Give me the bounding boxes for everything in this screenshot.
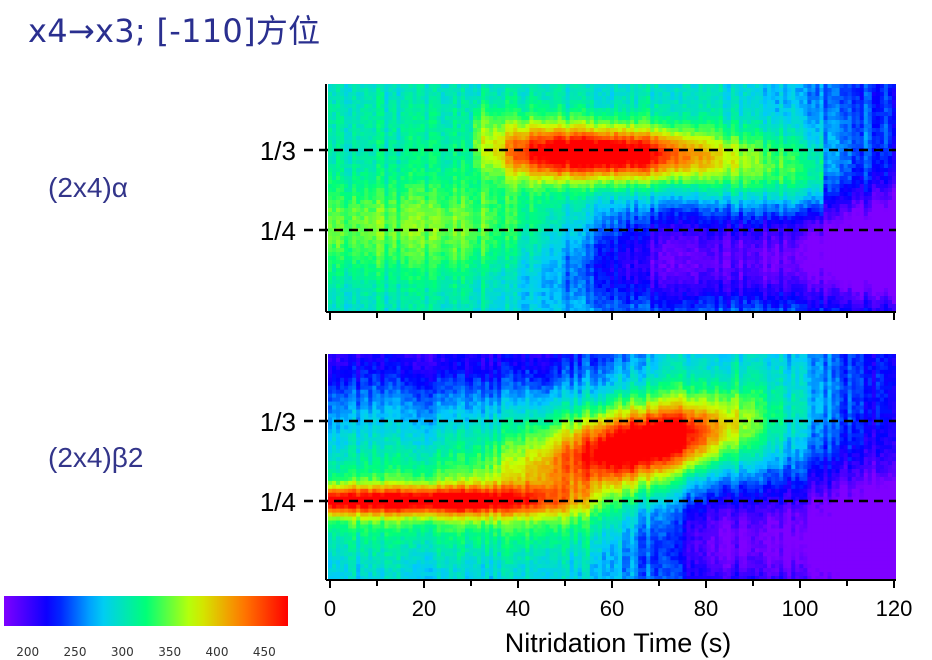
- colorbar: [4, 596, 288, 626]
- colorbar-tick-label: 200: [16, 645, 40, 659]
- x-tick-label: 120: [876, 596, 913, 621]
- colorbar-tick-label: 300: [110, 645, 134, 659]
- panel-label-beta2: (2x4)β2: [48, 442, 144, 473]
- row-label-one-quarter: 1/4: [260, 487, 296, 517]
- heatmap-panel-alpha: [328, 84, 896, 312]
- row-label-one-quarter: 1/4: [260, 216, 296, 246]
- x-tick-label: 20: [412, 596, 436, 621]
- colorbar-tick-label: 250: [63, 645, 87, 659]
- colorbar-tick-label: 450: [252, 645, 276, 659]
- x-tick-label: 40: [506, 596, 530, 621]
- x-tick-label: 60: [600, 596, 624, 621]
- slide-title: x4→x3; [-110]方位: [28, 12, 321, 50]
- colorbar-tick-label: 400: [205, 645, 229, 659]
- x-axis-label: Nitridation Time (s): [505, 628, 732, 658]
- x-tick-label: 0: [324, 596, 336, 621]
- heatmap-panel-beta2: [328, 354, 896, 580]
- colorbar-gradient: [4, 596, 288, 626]
- panel-label-alpha: (2x4)α: [48, 172, 128, 203]
- row-label-one-third: 1/3: [260, 407, 296, 437]
- x-tick-label: 80: [694, 596, 718, 621]
- x-tick-label: 100: [782, 596, 819, 621]
- row-label-one-third: 1/3: [260, 136, 296, 166]
- colorbar-tick-label: 350: [158, 645, 182, 659]
